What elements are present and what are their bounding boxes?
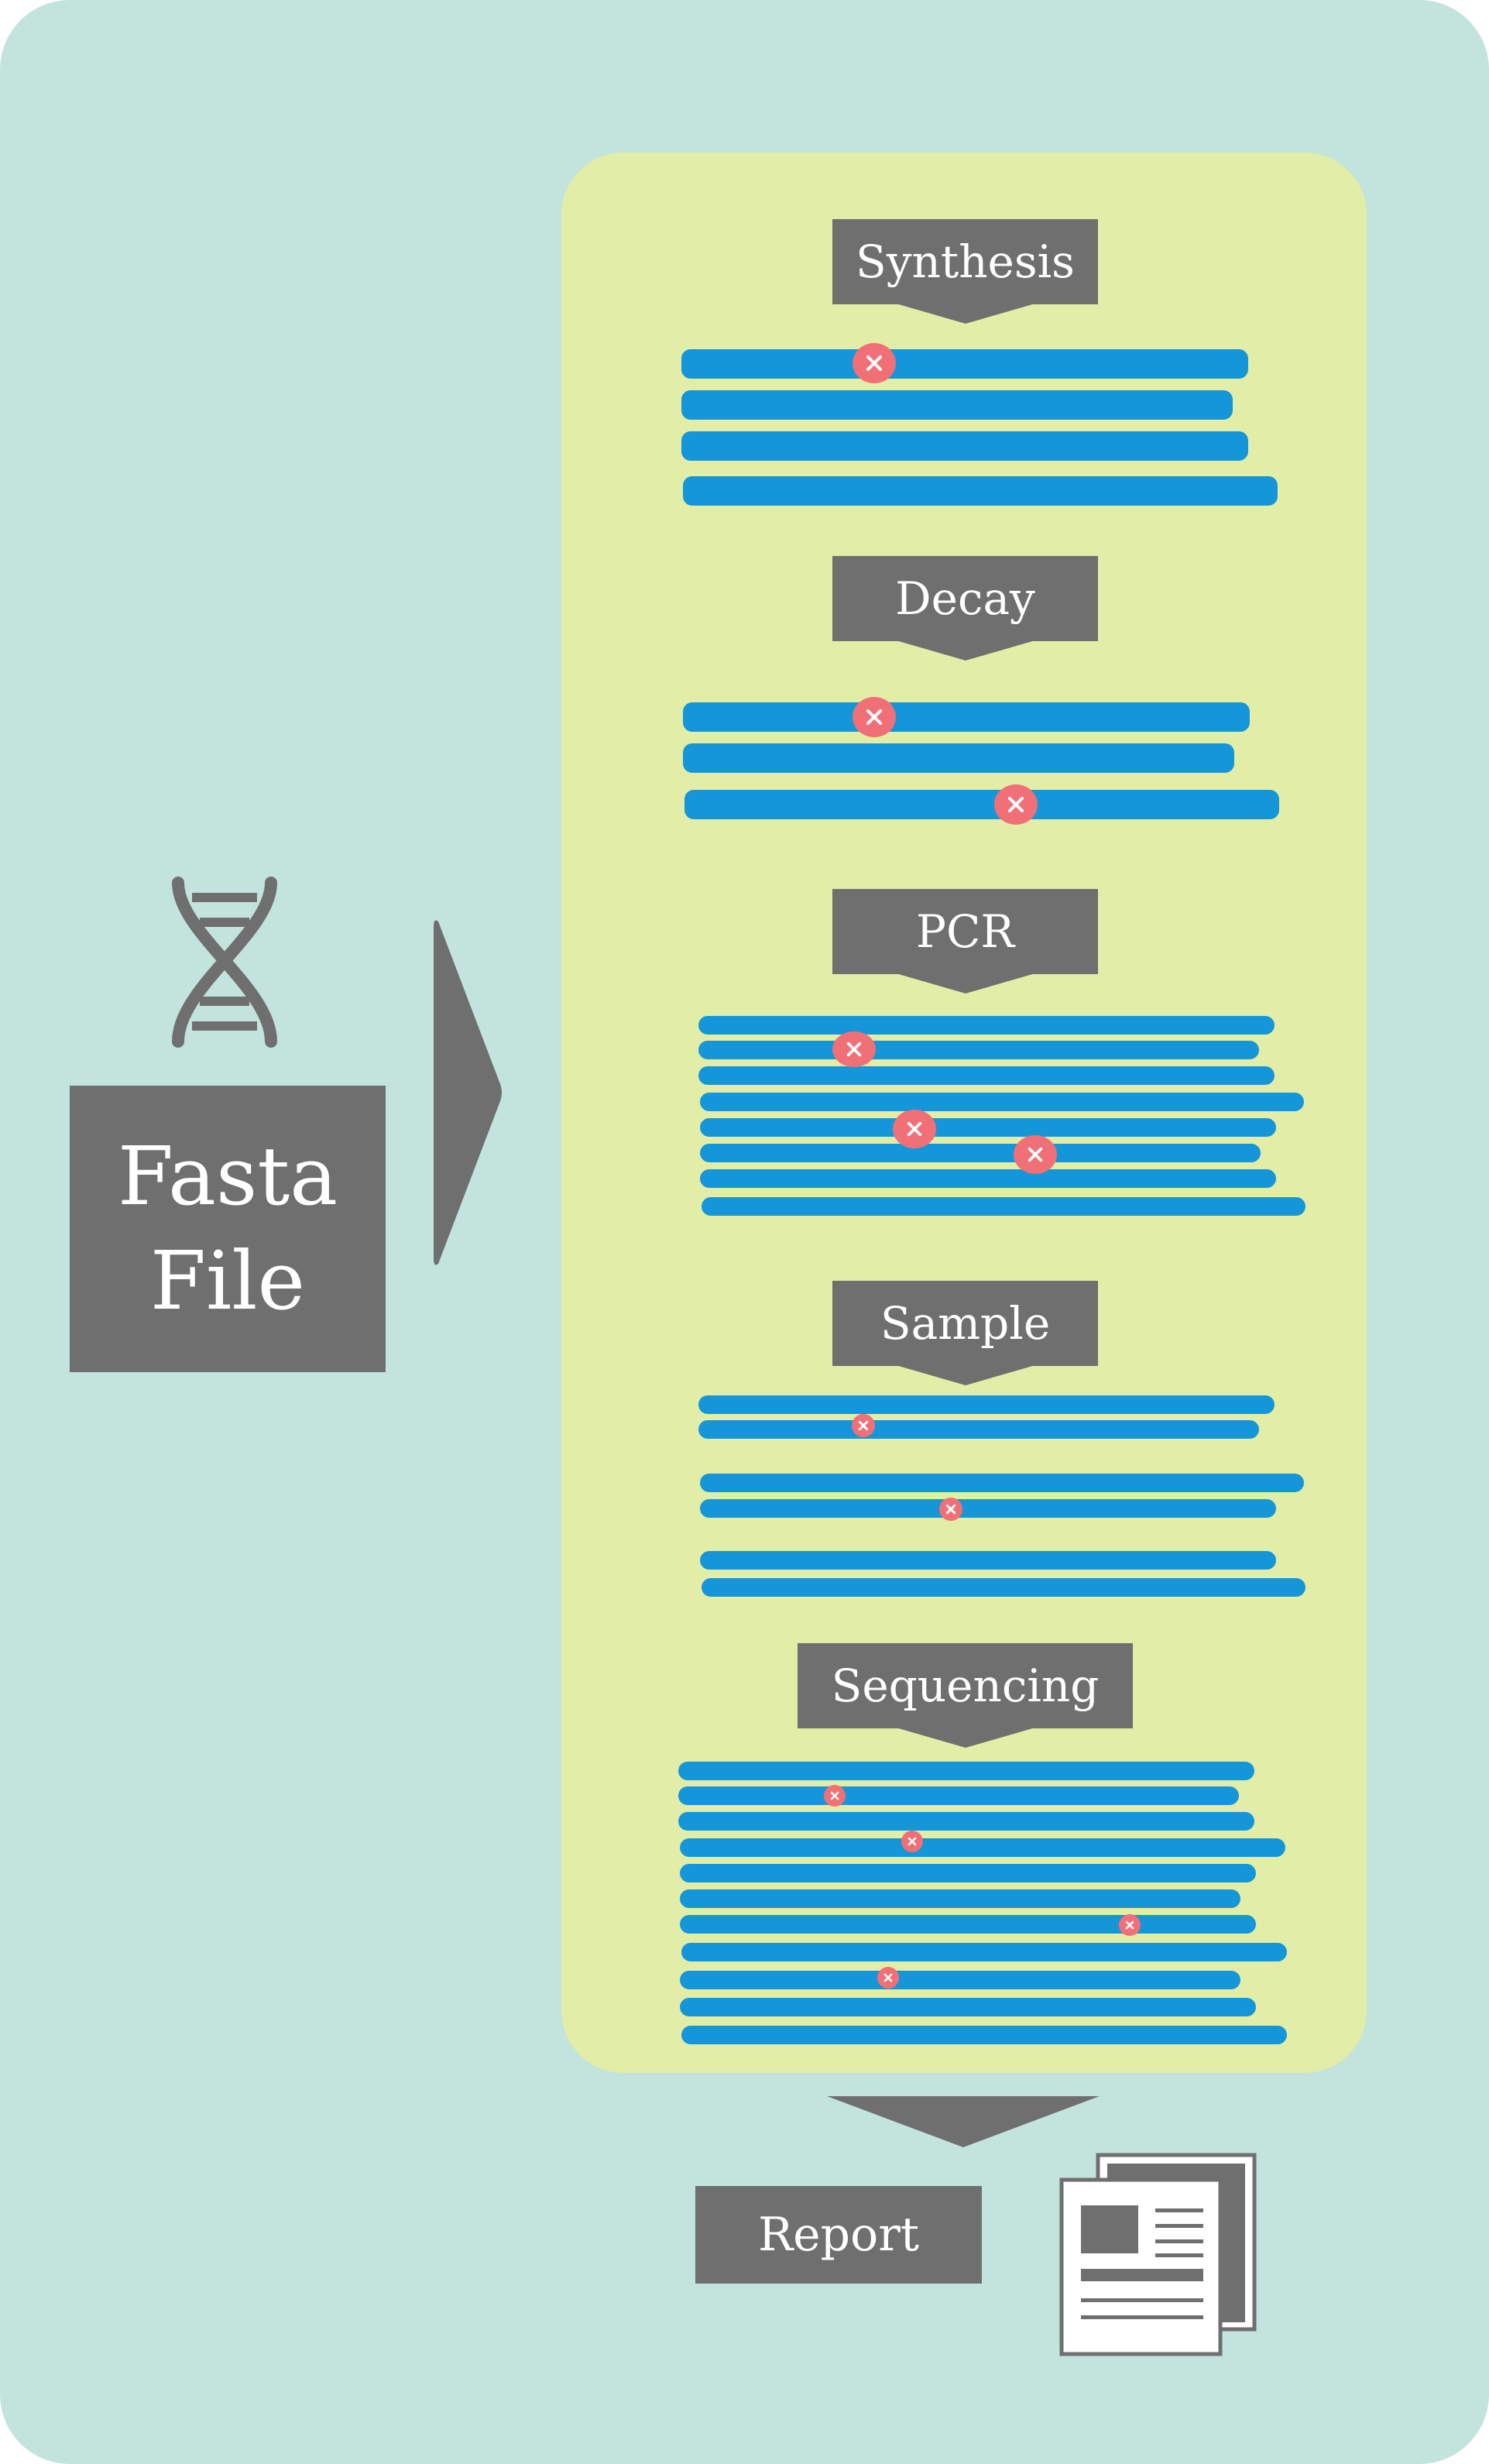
sequencing-strand <box>678 1762 1254 1780</box>
sample-strand <box>698 1420 1259 1439</box>
error-marker <box>824 1785 846 1807</box>
stage-label-synthesis-text: Synthesis <box>856 235 1075 288</box>
sequencing-strand <box>680 1998 1256 2016</box>
fasta-file-box: Fasta File <box>70 1086 386 1372</box>
sequencing-strand <box>680 1889 1240 1908</box>
synthesis-strand <box>681 390 1233 420</box>
pcr-strand <box>700 1093 1304 1111</box>
document-icon <box>1059 2153 1257 2356</box>
error-marker <box>1014 1135 1057 1174</box>
sequencing-strand <box>678 1812 1254 1831</box>
error-marker <box>852 1414 875 1437</box>
input-arrow <box>434 920 502 1265</box>
error-marker <box>853 343 896 383</box>
sample-strand <box>700 1499 1276 1518</box>
report-box: Report <box>695 2186 982 2284</box>
stage-label-sample-text: Sample <box>880 1297 1051 1350</box>
fasta-file-line2: File <box>149 1234 306 1328</box>
pcr-strand <box>700 1118 1276 1137</box>
stage-label-sequencing-text: Sequencing <box>831 1659 1100 1712</box>
error-marker <box>877 1967 899 1989</box>
pcr-strand <box>700 1144 1261 1162</box>
sample-strand <box>698 1395 1275 1414</box>
stage-label-sequencing: Sequencing <box>798 1643 1133 1728</box>
sample-strand <box>700 1474 1304 1492</box>
stage-label-pcr-text: PCR <box>915 905 1015 958</box>
sample-strand <box>700 1551 1276 1570</box>
sequencing-strand <box>681 1943 1287 1961</box>
decay-strand <box>683 743 1234 773</box>
error-marker <box>994 784 1038 825</box>
pcr-strand <box>698 1041 1259 1059</box>
error-marker <box>1119 1914 1141 1936</box>
pcr-strand <box>698 1066 1275 1085</box>
decay-strand <box>684 790 1279 819</box>
output-arrow <box>827 2096 1100 2147</box>
error-marker <box>832 1031 876 1067</box>
pcr-strand <box>702 1197 1305 1216</box>
sample-strand <box>702 1578 1305 1597</box>
stage-label-decay: Decay <box>832 556 1098 641</box>
dna-icon <box>172 877 277 1048</box>
synthesis-strand <box>681 349 1248 379</box>
pipeline-panel <box>561 153 1367 2073</box>
synthesis-strand <box>683 476 1278 506</box>
stage-notch-sequencing <box>896 1728 1035 1748</box>
pcr-strand <box>700 1169 1276 1188</box>
stage-label-decay-text: Decay <box>895 572 1035 625</box>
fasta-file-line1: Fasta <box>117 1128 338 1223</box>
pcr-strand <box>698 1016 1275 1035</box>
stage-notch-decay <box>896 640 1035 661</box>
sequencing-strand <box>680 1838 1285 1857</box>
stage-notch-pcr <box>896 973 1035 993</box>
sequencing-strand <box>681 2026 1287 2044</box>
stage-label-sample: Sample <box>832 1281 1098 1366</box>
sequencing-strand <box>680 1864 1256 1882</box>
stage-notch-synthesis <box>896 304 1035 324</box>
stage-notch-sample <box>896 1365 1035 1385</box>
report-label: Report <box>757 2208 919 2262</box>
error-marker <box>939 1498 962 1521</box>
sequencing-strand <box>678 1786 1239 1805</box>
error-marker <box>853 697 896 737</box>
sequencing-strand <box>680 1971 1240 1989</box>
stage-label-pcr: PCR <box>832 889 1098 974</box>
decay-strand <box>683 702 1250 732</box>
stage-label-synthesis: Synthesis <box>832 219 1098 304</box>
error-marker <box>893 1110 936 1148</box>
sequencing-strand <box>680 1915 1256 1934</box>
synthesis-strand <box>681 431 1248 461</box>
error-marker <box>901 1831 923 1852</box>
